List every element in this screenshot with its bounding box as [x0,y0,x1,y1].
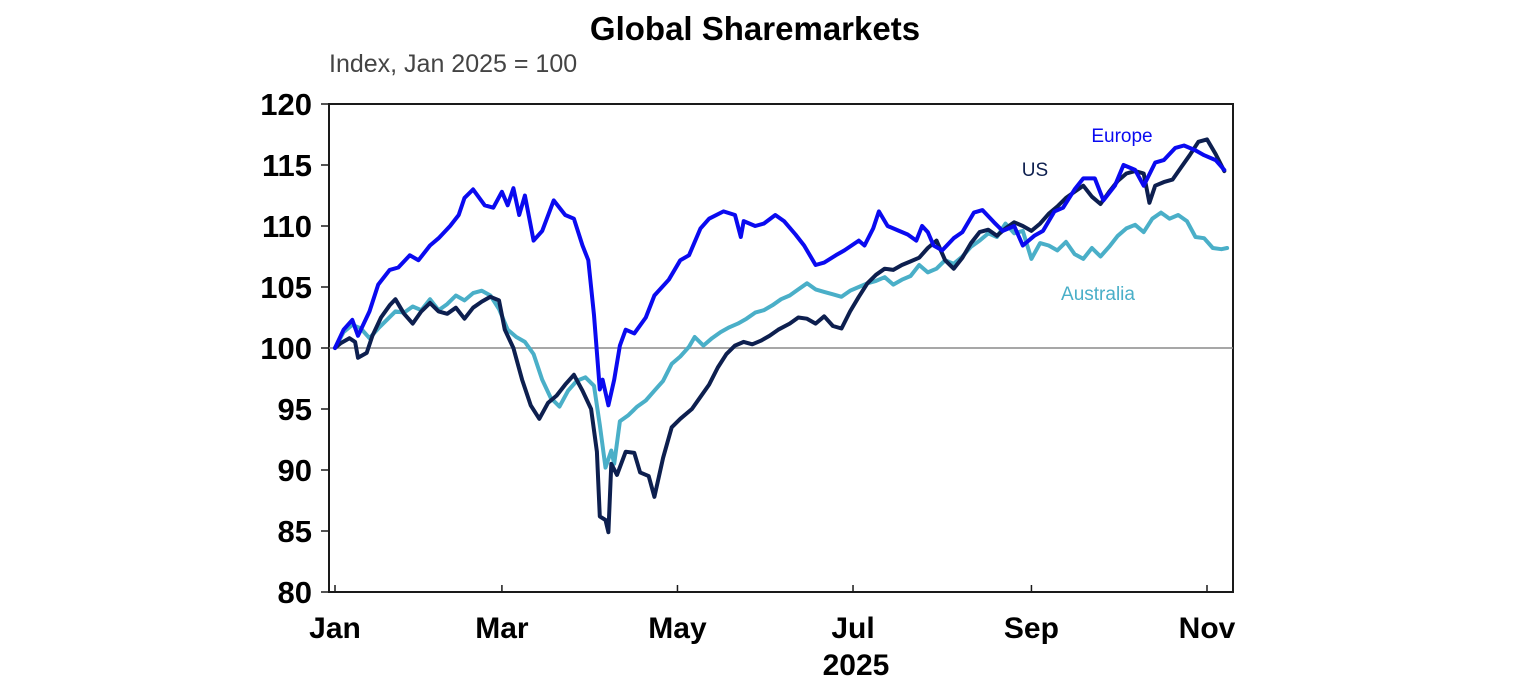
series-layer [333,137,1230,535]
y-tick-label: 110 [262,209,312,244]
series-label-australia: Australia [1061,284,1135,305]
series-label-europe: Europe [1091,126,1152,147]
series-label-us: US [1022,160,1048,181]
series-labels: Europe US Australia [1022,126,1153,305]
x-axis: Jan Mar May Jul Sep Nov 2025 [309,585,1236,680]
chart-subtitle: Index, Jan 2025 = 100 [329,50,578,78]
series-line-europe [333,143,1227,408]
chart-title: Global Sharemarkets [589,10,921,47]
x-tick-label-sep: Sep [1004,612,1059,645]
y-tick-label: 90 [278,453,312,488]
x-tick-label-may: May [648,612,707,645]
x-tick-label-jan: Jan [309,612,361,645]
x-tick-label-nov: Nov [1179,612,1236,645]
y-tick-label: 80 [278,575,312,610]
series-line-australia [333,210,1230,470]
y-tick-label: 120 [260,87,312,122]
x-axis-year-label: 2025 [823,649,890,680]
y-tick-label: 95 [278,392,312,427]
x-tick-label-jul: Jul [831,612,874,645]
y-axis: 80 85 90 95 100 105 110 115 120 [260,87,329,610]
y-tick-label: 115 [262,148,312,183]
x-tick-label-mar: Mar [475,612,529,645]
y-tick-label: 100 [260,331,312,366]
y-tick-label: 105 [260,270,312,305]
y-tick-label: 85 [278,514,312,549]
